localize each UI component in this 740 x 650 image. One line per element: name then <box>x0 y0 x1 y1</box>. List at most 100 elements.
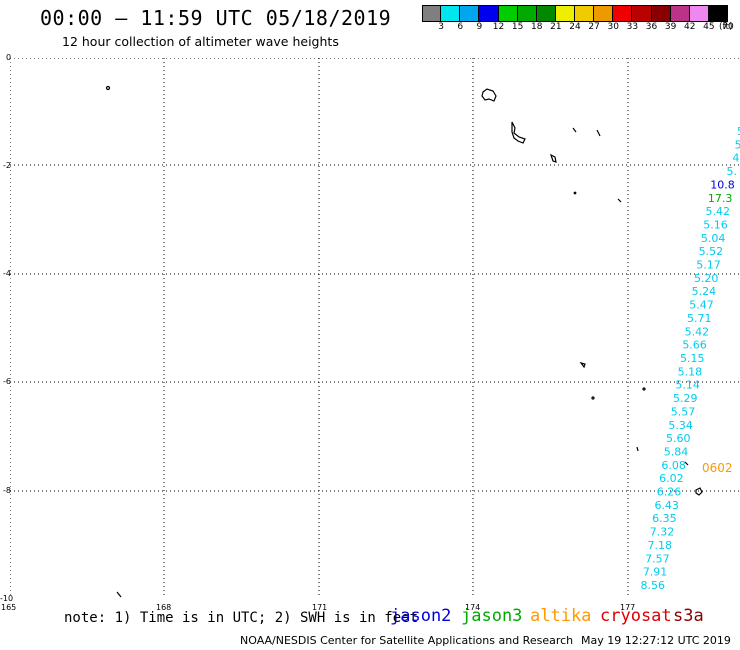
island <box>642 387 646 391</box>
lon-label-171: 171 <box>312 603 328 612</box>
color-swatch-18 <box>517 6 537 21</box>
lat-label-10s: -10 <box>0 594 14 603</box>
altimeter-map: 5545.10.817.35.425.165.045.525.175.205.2… <box>10 58 740 598</box>
lat-label-8s: -8 <box>3 486 11 495</box>
island <box>596 129 601 137</box>
swh-value-label: 6.26 <box>657 486 682 499</box>
island <box>579 362 586 369</box>
color-swatch-9 <box>460 6 480 21</box>
swh-value-label: 5. <box>727 165 738 178</box>
island <box>591 396 595 400</box>
legend-altika: altika <box>530 606 592 626</box>
swh-value-label: 5.84 <box>664 445 689 458</box>
swh-value-label: 5.17 <box>696 259 721 272</box>
swh-value-label: 5.57 <box>671 405 696 418</box>
color-scale-label: 42 <box>684 22 696 32</box>
swh-value-label: 5.04 <box>701 232 726 245</box>
swh-value-label: 5.66 <box>682 339 707 352</box>
island <box>684 461 689 466</box>
island <box>116 591 122 598</box>
color-scale-label: 21 <box>550 22 562 32</box>
lat-label-4s: -4 <box>3 269 11 278</box>
color-swatch-21 <box>536 6 556 21</box>
color-scale-label: 33 <box>626 22 639 32</box>
color-scale-label: 18 <box>531 22 543 32</box>
footer-source: NOAA/NESDIS Center for Satellite Applica… <box>240 634 574 647</box>
map-title: 00:00 – 11:59 UTC 05/18/2019 <box>40 6 392 30</box>
swh-value-label: 5 <box>735 138 740 151</box>
swh-value-label: 5.20 <box>694 272 719 285</box>
legend-jason3: jason3 <box>461 606 523 626</box>
island <box>572 127 577 133</box>
swh-value-label: 5.29 <box>673 392 698 405</box>
color-swatch-39 <box>651 6 671 21</box>
color-scale-label: 3 <box>438 22 444 32</box>
swh-value-label: 5.71 <box>687 312 712 325</box>
color-scale-label: 12 <box>492 22 505 32</box>
color-swatch-33 <box>613 6 633 21</box>
swh-value-label: 7.57 <box>645 552 670 565</box>
color-swatch-3 <box>422 6 442 21</box>
legend-s3a: s3a <box>673 606 704 626</box>
swh-value-label: 5.60 <box>666 432 691 445</box>
island <box>636 446 639 452</box>
island <box>105 85 111 91</box>
color-swatch-45 <box>689 6 709 21</box>
color-swatch-27 <box>575 6 595 21</box>
swh-value-label: 5.15 <box>680 352 705 365</box>
swh-value-label: 5.18 <box>678 365 703 378</box>
footnote: note: 1) Time is in UTC; 2) SWH is in fe… <box>64 610 419 626</box>
swh-value-label: 0602 <box>702 461 733 475</box>
island <box>573 191 577 195</box>
swh-value-label: 6.35 <box>652 512 677 525</box>
lat-label-2s: -2 <box>3 161 11 170</box>
color-swatch-15 <box>498 6 518 21</box>
altimeter-track: 5545.10.817.35.425.165.045.525.175.205.2… <box>641 125 740 592</box>
swh-value-label: 5.34 <box>668 419 693 432</box>
legend-jason2: jason2 <box>390 606 452 626</box>
coastlines <box>105 85 703 598</box>
swh-value-label: 6.08 <box>661 459 686 472</box>
island <box>617 198 622 203</box>
swh-value-label: 5.16 <box>703 218 728 231</box>
swh-value-label: 5.24 <box>692 285 717 298</box>
color-scale-labels: 3 6 9 12 15 18 21 24 27 30 33 36 39 42 45 70 <box>422 22 733 36</box>
color-swatch-42 <box>670 6 690 21</box>
color-swatch-12 <box>479 6 499 21</box>
color-swatch-30 <box>594 6 614 21</box>
color-swatch-70 <box>708 6 728 21</box>
swh-value-label: 5.42 <box>706 205 731 218</box>
lon-label-174: 174 <box>465 603 481 612</box>
lon-label-165: 165 <box>1 603 17 612</box>
lat-label-6s: -6 <box>3 377 11 386</box>
swh-value-label: 8.56 <box>641 579 666 592</box>
legend-cryosat: cryosat <box>600 606 672 626</box>
swh-value-label: 10.8 <box>710 178 735 191</box>
color-swatch-24 <box>555 6 575 21</box>
swh-value-label: 5.14 <box>675 379 700 392</box>
color-scale-label: 15 <box>511 22 524 32</box>
lon-label-168: 168 <box>156 603 172 612</box>
map-canvas: 5545.10.817.35.425.165.045.525.175.205.2… <box>10 58 740 598</box>
color-scale-label: 27 <box>588 22 600 32</box>
color-scale-bar <box>422 5 728 22</box>
lat-label-0: 0 <box>6 53 12 62</box>
color-scale-unit: (ft) <box>719 22 733 32</box>
color-scale-label: 36 <box>645 22 658 32</box>
map-subtitle: 12 hour collection of altimeter wave hei… <box>62 34 339 49</box>
color-scale-label: 30 <box>607 22 619 32</box>
swh-value-label: 6.43 <box>654 499 679 512</box>
swh-value-label: 4 <box>732 152 739 165</box>
swh-value-label: 7.32 <box>650 526 675 539</box>
color-swatch-36 <box>632 6 652 21</box>
island <box>481 88 497 102</box>
island <box>511 121 526 144</box>
footer-timestamp: May 19 12:27:12 UTC 2019 <box>581 634 731 647</box>
island <box>695 487 703 496</box>
color-scale-label: 9 <box>476 22 483 32</box>
island <box>549 153 557 163</box>
swh-value-label: 17.3 <box>708 192 733 205</box>
color-scale-label: 70 <box>722 22 734 32</box>
swh-value-label: 5.52 <box>699 245 724 258</box>
color-swatch-6 <box>441 6 461 21</box>
